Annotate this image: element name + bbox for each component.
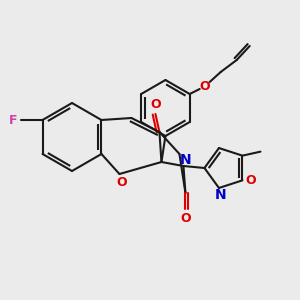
Text: O: O [180, 212, 191, 224]
Text: O: O [116, 176, 127, 190]
Text: O: O [150, 98, 161, 112]
Text: F: F [9, 113, 18, 127]
Text: O: O [245, 174, 256, 187]
Text: N: N [180, 153, 191, 167]
Text: O: O [200, 80, 210, 92]
Text: N: N [215, 188, 227, 202]
